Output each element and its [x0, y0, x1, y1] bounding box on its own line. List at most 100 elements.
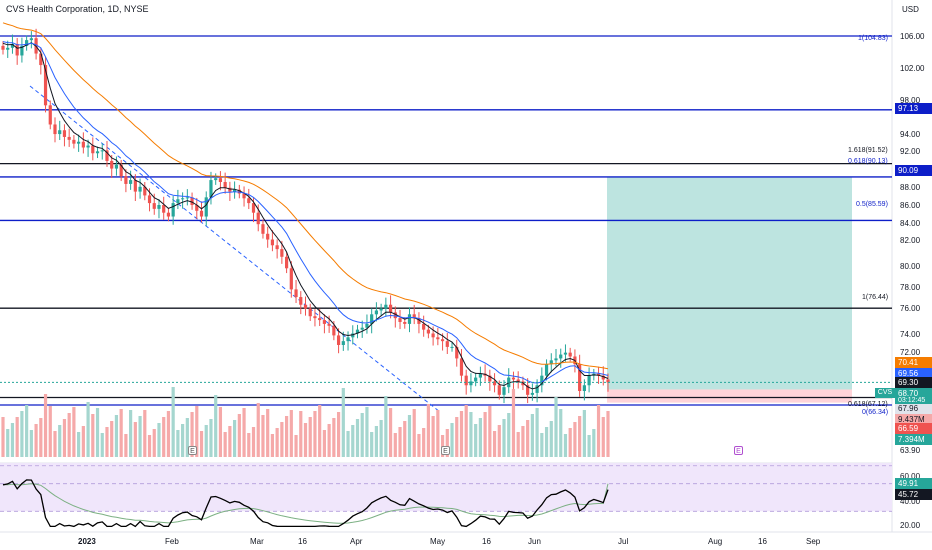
volume-bar [43, 394, 48, 457]
volume-bar [544, 427, 549, 457]
rsi-tick: 20.00 [900, 521, 921, 530]
candle-body [10, 43, 15, 48]
earnings-icon[interactable]: E [188, 446, 197, 455]
y-tick: 98.00 [900, 96, 921, 105]
volume-bar [152, 429, 156, 457]
volume-bar [124, 434, 128, 457]
volume-bar [313, 411, 317, 457]
y-tick: 76.00 [900, 304, 921, 313]
volume-bar [138, 416, 142, 457]
volume-bar [346, 431, 350, 457]
volume-bar [355, 419, 360, 457]
candle-body [223, 182, 227, 188]
candle-body [412, 314, 416, 319]
volume-bar [223, 432, 227, 457]
volume-bar [299, 411, 303, 457]
volume-bar [95, 408, 100, 457]
volume-bar [261, 415, 265, 457]
earnings-icon[interactable]: E [734, 446, 743, 455]
volume-bar [601, 417, 605, 457]
volume-bar [370, 432, 374, 457]
candle-body [62, 130, 67, 137]
candle-body [327, 323, 331, 326]
volume-bar [181, 424, 185, 457]
candle-body [549, 360, 553, 365]
volume-bar [592, 429, 596, 457]
x-tick: Aug [708, 537, 723, 546]
candle-body [275, 245, 279, 250]
candle-body [559, 354, 563, 359]
y-tick: 80.00 [900, 262, 921, 271]
candle-body [261, 224, 265, 234]
volume-bar [233, 420, 237, 457]
candle-body [355, 329, 360, 334]
earnings-icon[interactable]: E [441, 446, 450, 455]
volume-bar [275, 428, 279, 457]
volume-bar [204, 425, 208, 457]
candle-body [379, 308, 383, 311]
volume-bar [77, 432, 81, 457]
candle-body [445, 341, 449, 347]
candle-body [251, 203, 256, 213]
candle-body [440, 339, 445, 342]
y-tick: 84.00 [900, 219, 921, 228]
volume-bar [318, 405, 322, 457]
candle-body [303, 304, 308, 309]
rsi-tick: 40.00 [900, 497, 921, 506]
candle-body [256, 212, 260, 225]
candle-body [492, 381, 497, 386]
volume-bar [62, 419, 67, 457]
volume-bar [218, 407, 223, 457]
volume-bar [502, 419, 506, 457]
volume-bar [455, 417, 459, 457]
candle-body [48, 105, 52, 125]
candle-body [422, 323, 426, 330]
candle-body [365, 323, 369, 328]
candle-body [53, 124, 57, 135]
y-tick: 78.00 [900, 283, 921, 292]
volume-bar [251, 427, 256, 457]
y-tick: 106.00 [900, 32, 925, 41]
volume-bar [422, 428, 426, 457]
volume-bar [535, 408, 539, 457]
candle-body [233, 189, 237, 192]
volume-bar [228, 426, 232, 457]
volume-bar [559, 409, 563, 457]
volume-bar [478, 418, 482, 457]
candle-body [511, 377, 516, 380]
volume-bar [119, 409, 123, 457]
price-tag-fib: 97.13 [895, 103, 932, 114]
candle-body [294, 289, 298, 298]
position-stop-zone [607, 389, 852, 403]
volume-bar [521, 426, 525, 457]
candle-body [209, 180, 213, 198]
candle-body [426, 329, 430, 334]
volume-bar [171, 387, 175, 457]
candle-body [341, 341, 345, 345]
fib-label: 1(76.44) [862, 294, 889, 301]
volume-bar [332, 418, 336, 457]
candle-body [67, 136, 71, 140]
candle-body [431, 333, 435, 338]
volume-bar [247, 433, 251, 457]
candle-body [143, 186, 147, 196]
volume-bar [469, 412, 473, 457]
candle-body [346, 337, 350, 342]
volume-bar [554, 397, 558, 457]
candle-body [601, 375, 605, 380]
volume-bar [578, 416, 582, 457]
volume-bar [360, 413, 364, 457]
candle-body [417, 318, 421, 324]
candle-body [95, 151, 100, 154]
candle-body [228, 187, 232, 192]
volume-bar [1, 417, 5, 457]
candle-body [58, 130, 62, 135]
candle-body [474, 377, 478, 382]
chart-title[interactable]: CVS Health Corporation, 1D, NYSE [6, 4, 149, 14]
candle-body [582, 385, 586, 392]
position-target-zone [607, 177, 852, 390]
ema-fast-line [2, 42, 609, 390]
candle-body [544, 364, 549, 376]
